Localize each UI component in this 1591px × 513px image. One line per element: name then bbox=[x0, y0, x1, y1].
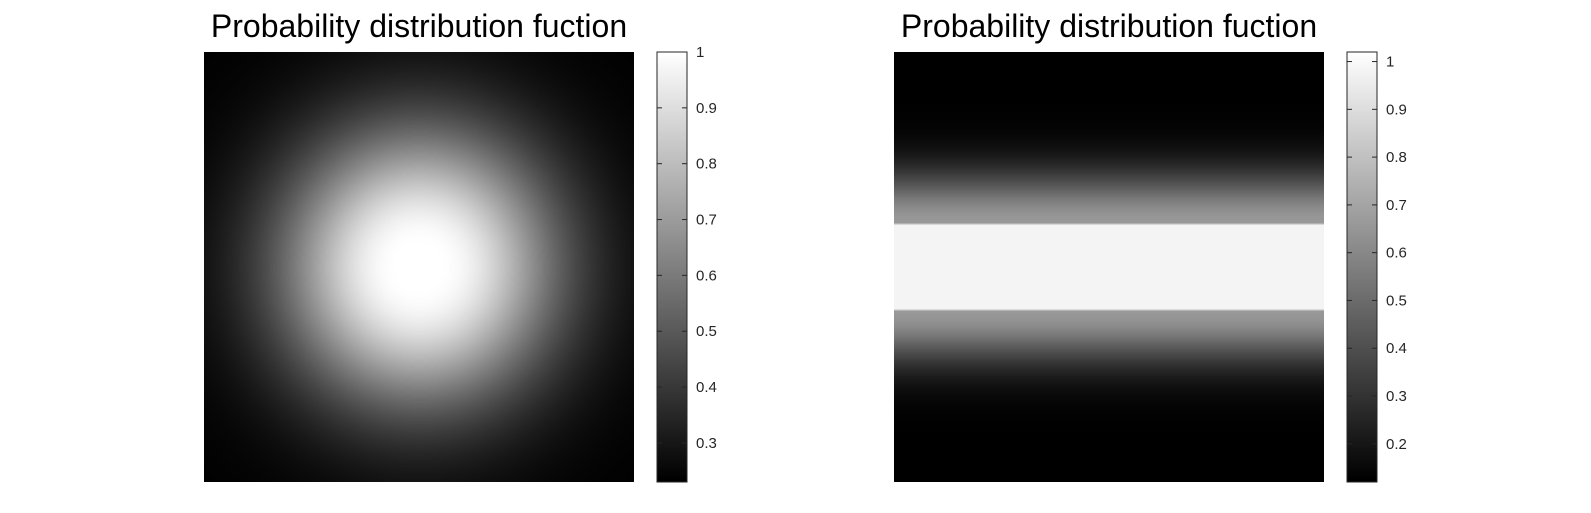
colorbar-tick-label: 0.8 bbox=[696, 156, 717, 173]
colorbar-tick-label: 0.5 bbox=[696, 323, 717, 340]
colorbar-tick-label: 0.5 bbox=[1386, 292, 1407, 309]
colorbar-tick-label: 0.4 bbox=[696, 379, 717, 396]
colorbar-tick-label: 0.3 bbox=[696, 435, 717, 452]
colorbar-tick-label: 0.6 bbox=[696, 267, 717, 284]
colorbar-tick-label: 0.4 bbox=[1386, 340, 1407, 357]
chart-title-1: Probability distribution fuction bbox=[210, 8, 628, 44]
colorbar-tick-label: 0.9 bbox=[696, 100, 717, 117]
heatmap-2-image bbox=[894, 52, 1324, 482]
colorbar-tick-label: 1 bbox=[1386, 54, 1394, 71]
chart-1-svg: 0.3 0.4 0.5 0.6 0.7 0.8 0.9 1 bbox=[204, 44, 717, 483]
colorbar-1-ticks: 0.3 0.4 0.5 0.6 0.7 0.8 0.9 1 bbox=[657, 44, 717, 452]
chart-panel-2: Probability distribution fuction 0.2 0.3 0… bbox=[700, 0, 1460, 513]
colorbar-tick-label: 0.3 bbox=[1386, 388, 1407, 405]
colorbar-tick-label: 0.2 bbox=[1386, 436, 1407, 453]
colorbar-2-frame bbox=[1346, 51, 1378, 483]
colorbar-tick-label: 0.7 bbox=[696, 212, 717, 229]
colorbar-tick-label: 0.8 bbox=[1386, 149, 1407, 166]
chart-panel-1: Probability distribution fuction 0.3 0.4 0… bbox=[0, 0, 760, 513]
colorbar-2-ticks: 0.2 0.3 0.4 0.5 0.6 0.7 0.8 0.9 1 bbox=[1347, 54, 1407, 453]
colorbar-2-gradient bbox=[1347, 52, 1377, 482]
colorbar-tick-label: 0.6 bbox=[1386, 245, 1407, 262]
colorbar-1-gradient bbox=[657, 52, 687, 482]
colorbar-tick-label: 0.9 bbox=[1386, 101, 1407, 118]
heatmap-1-image bbox=[204, 52, 634, 482]
colorbar-1-frame bbox=[656, 51, 688, 483]
colorbar-tick-label: 1 bbox=[696, 44, 704, 61]
chart-title-2: Probability distribution fuction bbox=[900, 8, 1318, 44]
chart-2-svg: 0.2 0.3 0.4 0.5 0.6 0.7 0.8 0.9 1 bbox=[894, 51, 1407, 483]
colorbar-tick-label: 0.7 bbox=[1386, 197, 1407, 214]
